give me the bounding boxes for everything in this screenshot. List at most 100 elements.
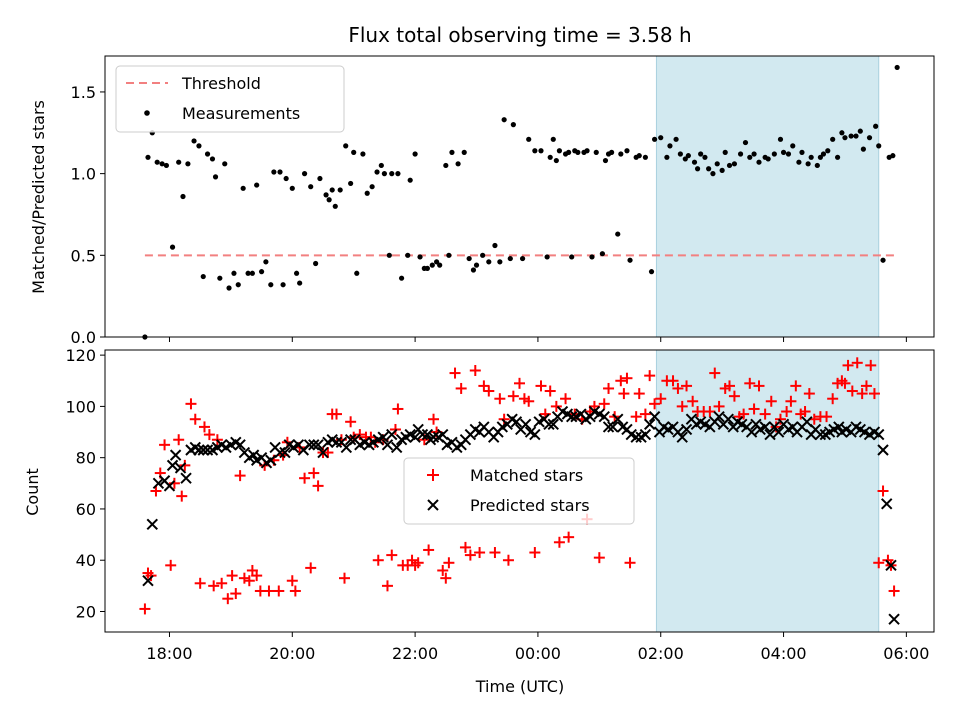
measurement-point — [860, 146, 866, 152]
measurement-point — [209, 156, 216, 162]
x-axis-label: Time (UTC) — [475, 677, 564, 696]
predicted-points — [142, 405, 900, 625]
measurement-point — [351, 149, 357, 155]
matched-star-marker — [159, 439, 171, 451]
measurement-point — [473, 262, 480, 268]
matched-star-marker — [464, 549, 476, 561]
predicted-star-marker — [881, 498, 893, 510]
matched-star-marker — [478, 380, 490, 392]
measurement-point — [808, 154, 814, 160]
measurement-point — [398, 275, 405, 281]
measurement-point — [566, 149, 572, 155]
measurement-point — [449, 149, 455, 155]
measurement-point — [360, 151, 366, 157]
predicted-star-marker — [180, 472, 192, 484]
measurement-point — [593, 149, 599, 155]
bottom-y-tick-label: 80 — [76, 449, 96, 468]
predicted-star-marker — [409, 431, 421, 443]
matched-star-marker — [286, 575, 298, 587]
measurement-point — [698, 151, 704, 157]
predicted-star-marker — [602, 421, 615, 433]
matched-star-marker — [728, 390, 740, 402]
matched-star-marker — [563, 531, 575, 543]
measurement-point — [191, 138, 197, 144]
predicted-star-marker — [713, 410, 725, 423]
measurement-point — [301, 171, 308, 177]
matched-star-marker — [507, 390, 519, 402]
measurement-point — [777, 136, 784, 142]
predicted-star-marker — [612, 413, 624, 425]
matched-star-marker — [185, 398, 197, 410]
matched-star-marker — [345, 416, 357, 428]
measurement-point — [443, 162, 449, 169]
measurement-point — [226, 285, 232, 291]
matched-star-marker — [748, 403, 760, 415]
matched-star-marker — [560, 393, 572, 405]
measurement-point — [599, 251, 606, 257]
measurement-point — [737, 151, 744, 157]
measurement-point — [618, 151, 624, 157]
matched-star-marker — [312, 480, 324, 492]
predicted-star-marker — [427, 431, 440, 443]
top-legend-box — [115, 65, 345, 133]
measurement-point — [163, 162, 170, 169]
measurement-point — [364, 190, 370, 196]
measurement-point — [839, 130, 845, 136]
measurement-point — [297, 280, 303, 286]
measurement-point — [814, 162, 820, 169]
measurement-point — [710, 171, 716, 177]
bottom-y-ticks: 20 40 60 80 100 120 — [65, 346, 105, 621]
measurement-point — [497, 259, 503, 265]
matched-star-marker — [226, 570, 238, 582]
measurement-point — [853, 133, 859, 139]
matched-star-marker — [672, 382, 684, 394]
matched-star-marker — [238, 572, 250, 584]
measurement-point — [308, 184, 314, 190]
matched-star-marker — [449, 367, 461, 379]
measurement-point — [658, 135, 664, 141]
measurement-point — [702, 154, 708, 160]
matched-star-marker — [865, 359, 877, 371]
measurement-point — [369, 184, 375, 190]
matched-star-marker — [759, 408, 771, 420]
predicted-star-marker — [639, 428, 652, 441]
measurement-point — [280, 282, 286, 288]
measurement-point — [235, 282, 241, 288]
measurement-point — [354, 270, 360, 276]
predicted-star-marker — [510, 416, 523, 428]
measurement-point — [780, 149, 787, 155]
predicted-star-marker — [764, 428, 776, 441]
measurement-point — [876, 143, 882, 149]
top-y-ticks: 0.0 0.5 1.0 1.5 — [71, 83, 105, 347]
predicted-star-marker — [390, 441, 403, 454]
matched-star-marker — [603, 382, 615, 394]
matched-star-marker — [389, 423, 401, 435]
matched-star-marker — [709, 367, 721, 379]
measurement-point — [222, 161, 228, 167]
measurement-point — [374, 169, 380, 175]
predicted-star-marker — [648, 410, 661, 423]
matched-star-marker — [529, 547, 541, 559]
predicted-star-marker — [547, 418, 559, 431]
top-y-tick-label: 0.0 — [71, 328, 96, 347]
measurement-point — [553, 157, 559, 164]
measurement-points — [142, 64, 900, 340]
bottom-legend-box — [403, 457, 635, 525]
bottom-shaded-span — [655, 349, 880, 633]
top-y-tick-label: 1.0 — [71, 165, 96, 184]
matched-star-marker — [621, 372, 633, 384]
bottom-legend: Matched stars Predicted stars — [403, 457, 635, 525]
measurement-point — [501, 117, 507, 123]
bottom-x-tick-label: 20:00 — [269, 644, 315, 663]
matched-star-marker — [744, 377, 756, 389]
matched-star-marker — [753, 380, 765, 392]
predicted-star-marker — [377, 431, 389, 443]
measurement-point — [894, 64, 900, 71]
predicted-star-marker — [265, 454, 277, 466]
matched-star-marker — [535, 380, 547, 392]
measurement-point — [277, 169, 283, 175]
measurement-point — [337, 187, 343, 193]
matched-star-marker — [386, 549, 398, 561]
top-panel: 0.0 0.5 1.0 1.5 Matched/Predicted stars Thr… — [29, 55, 935, 347]
matched-star-marker — [498, 413, 510, 425]
